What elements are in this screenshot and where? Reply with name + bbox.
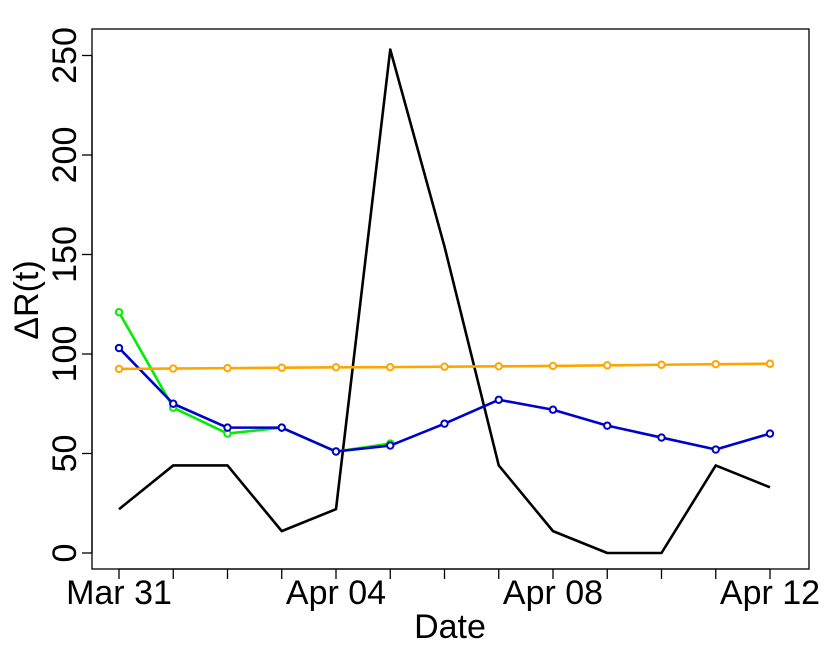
data-point: [169, 364, 178, 373]
data-point: [114, 364, 124, 374]
series-line: [117, 311, 391, 453]
data-point: [331, 447, 341, 456]
data-point: [711, 445, 720, 454]
y-tick-label: 200: [46, 127, 84, 184]
data-point: [440, 419, 449, 428]
data-point: [657, 360, 666, 369]
data-point: [494, 362, 503, 371]
x-tick-label: Mar 31: [66, 574, 172, 612]
data-point: [277, 423, 286, 432]
data-point: [494, 395, 503, 404]
x-tick-label: Apr 08: [503, 574, 603, 612]
data-point: [765, 429, 775, 438]
series-2: [114, 343, 775, 456]
data-point: [657, 433, 666, 442]
x-axis: Mar 31 Apr 04 Apr 08 Apr 12: [66, 568, 820, 612]
series-layer: [114, 48, 775, 555]
data-point: [169, 399, 178, 408]
y-tick-label: 100: [46, 326, 84, 383]
y-axis-label: ΔR(t): [8, 260, 46, 339]
x-tick-label: Apr 04: [286, 574, 386, 612]
series-0: [118, 48, 771, 555]
data-point: [114, 343, 124, 353]
data-point: [223, 363, 232, 373]
data-point: [548, 361, 558, 371]
x-tick-label: Apr 12: [720, 574, 820, 612]
data-point: [331, 363, 341, 372]
y-tick-label: 50: [46, 435, 84, 473]
data-point: [277, 363, 286, 372]
y-tick-label: 250: [46, 27, 84, 84]
data-point: [386, 441, 395, 450]
data-point: [711, 359, 720, 369]
data-point: [765, 359, 775, 368]
data-point: [223, 423, 232, 432]
data-point: [114, 308, 124, 317]
y-axis: 0 50 100 150 200 250: [46, 27, 93, 563]
data-point: [440, 362, 449, 371]
data-point: [386, 362, 395, 372]
series-3: [114, 359, 775, 374]
data-point: [603, 421, 612, 430]
y-tick-label: 0: [46, 544, 84, 563]
data-point: [548, 405, 558, 414]
y-tick-label: 150: [46, 226, 84, 283]
series-line: [118, 48, 771, 555]
data-point: [603, 361, 612, 370]
x-axis-label: Date: [414, 608, 486, 642]
